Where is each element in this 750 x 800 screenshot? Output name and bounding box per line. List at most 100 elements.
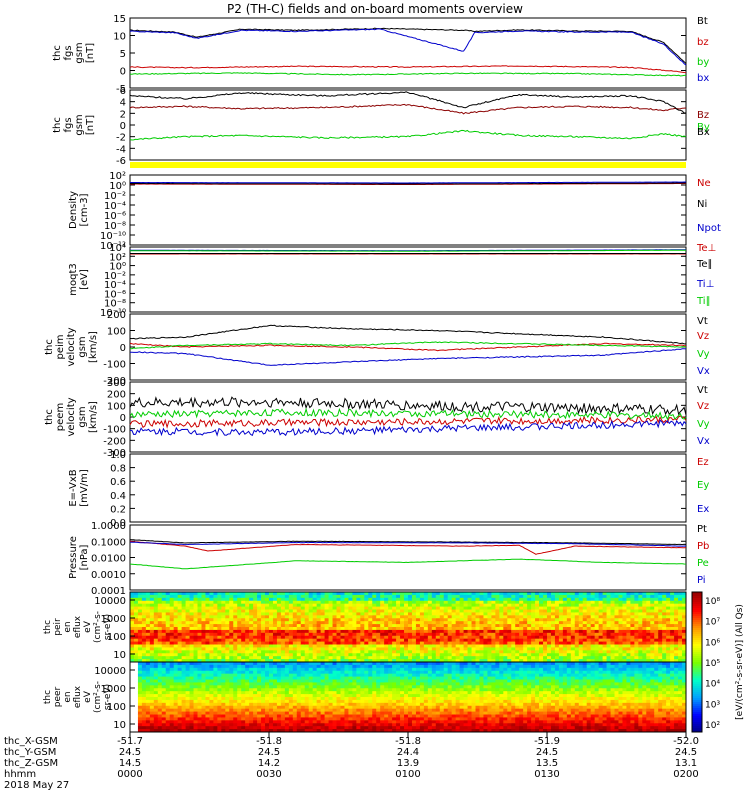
spectrogram-cell [614, 644, 619, 648]
spectrogram-cell [265, 644, 270, 648]
spectrogram-cell [181, 670, 187, 675]
spectrogram-cell [149, 650, 155, 654]
legend-Ti∥: Ti∥ [696, 296, 711, 307]
spectrogram-cell [368, 603, 373, 608]
spectrogram-cell [189, 647, 195, 651]
spectrogram-cell [606, 635, 612, 640]
spectrogram-cell [225, 705, 230, 710]
spectrogram-cell [344, 597, 349, 602]
spectrogram-cell [463, 632, 469, 637]
spectrogram-cell [229, 629, 234, 634]
spectrogram-cell [197, 720, 202, 724]
spectrogram-cell [253, 699, 258, 704]
series-line-Pt [129, 539, 687, 546]
spectrogram-cell [253, 615, 258, 619]
spectrogram-cell [380, 624, 385, 628]
spectrogram-cell [324, 641, 330, 645]
spectrogram-cell [288, 594, 294, 599]
spectrogram-cell [165, 621, 171, 625]
spectrogram-cell [531, 615, 536, 619]
spectrogram-cell [646, 659, 651, 663]
spectrogram-cell [340, 592, 345, 596]
spectrogram-cell [237, 723, 242, 727]
spectrogram-cell [237, 691, 242, 695]
spectrogram-cell [376, 644, 381, 648]
y-axis-label: E=-VxB[mV/m] [68, 469, 90, 507]
legend-Bt: Bt [697, 16, 708, 27]
spectrogram-cell [296, 592, 302, 596]
y-axis-label-line: peim [55, 334, 66, 359]
spectrogram-cell [205, 702, 210, 707]
spectrogram-cell [130, 638, 135, 643]
spectrogram-cell [272, 682, 278, 686]
spectrogram-cell [280, 641, 286, 645]
spectrogram-cell [487, 659, 492, 663]
spectrogram-cell [408, 632, 413, 637]
spectrogram-cell [344, 699, 349, 704]
legend-Ez: Ez [697, 457, 709, 468]
spectrogram-cell [241, 653, 246, 657]
spectrogram-cell [566, 635, 572, 640]
spectrogram-cell [447, 592, 453, 596]
spectrogram-cell [245, 618, 250, 622]
spectrogram-cell [574, 627, 580, 631]
spectrogram-cell [284, 632, 290, 637]
spectrogram-cell [427, 592, 433, 596]
spectrogram-cell [539, 594, 544, 599]
spectrogram-cell [265, 606, 270, 610]
spectrogram-cell [570, 647, 576, 651]
spectrogram-cell [550, 635, 556, 640]
spectrogram-cell [257, 621, 262, 625]
spectrogram-cell [225, 717, 230, 721]
spectrogram-cell [197, 615, 202, 619]
spectrogram-cell [662, 606, 667, 610]
spectrogram-cell [590, 612, 596, 616]
spectrogram-cell [666, 612, 671, 616]
spectrogram-cell [157, 694, 163, 698]
spectrogram-cell [308, 691, 314, 695]
spectrogram-cell [245, 627, 250, 631]
spectrogram-cell [586, 647, 592, 651]
spectrogram-cell [292, 647, 298, 651]
spectrogram-cell [578, 609, 584, 613]
spectrogram-cell [149, 682, 155, 686]
spectrogram-cell [507, 609, 512, 613]
spectrogram-cell [531, 653, 536, 657]
spectrogram-cell [495, 638, 500, 643]
spectrogram-cell [137, 702, 143, 707]
spectrogram-cell [459, 641, 465, 645]
spectrogram-cell [213, 609, 218, 613]
spectrogram-cell [368, 644, 373, 648]
spectrogram-cell [570, 632, 576, 637]
spectrogram-cell [312, 679, 318, 683]
spectrogram-cell [332, 670, 338, 675]
spectrogram-cell [547, 627, 552, 631]
spectrogram-cell [376, 615, 381, 619]
spectrogram-cell [352, 705, 357, 710]
spectrogram-cell [249, 656, 254, 660]
spectrogram-cell [157, 609, 163, 613]
spectrogram-cell [177, 682, 183, 686]
spectrogram-cell [193, 679, 199, 683]
spectrogram-cell [527, 635, 532, 640]
spectrogram-cell [527, 653, 532, 657]
spectrogram-cell [265, 676, 270, 680]
spectrogram-cell [658, 597, 663, 602]
spectrogram-cell [463, 594, 469, 599]
spectrogram-cell [145, 594, 151, 599]
spectrogram-cell [423, 641, 429, 645]
spectrogram-cell [253, 638, 258, 643]
spectrogram-cell [344, 670, 349, 675]
spectrogram-cell [209, 714, 214, 718]
status-bar [130, 162, 686, 168]
spectrogram-cell [233, 673, 238, 678]
spectrogram-cell [185, 682, 191, 686]
spectrogram-cell [483, 612, 488, 616]
spectrogram-cell [586, 597, 592, 602]
spectrogram-cell [133, 621, 139, 625]
series-line-Vz [129, 415, 687, 429]
spectrogram-cell [364, 618, 369, 622]
spectrogram-cell [185, 664, 191, 669]
spectrogram-cell [439, 653, 445, 657]
spectrogram-cell [181, 612, 187, 616]
